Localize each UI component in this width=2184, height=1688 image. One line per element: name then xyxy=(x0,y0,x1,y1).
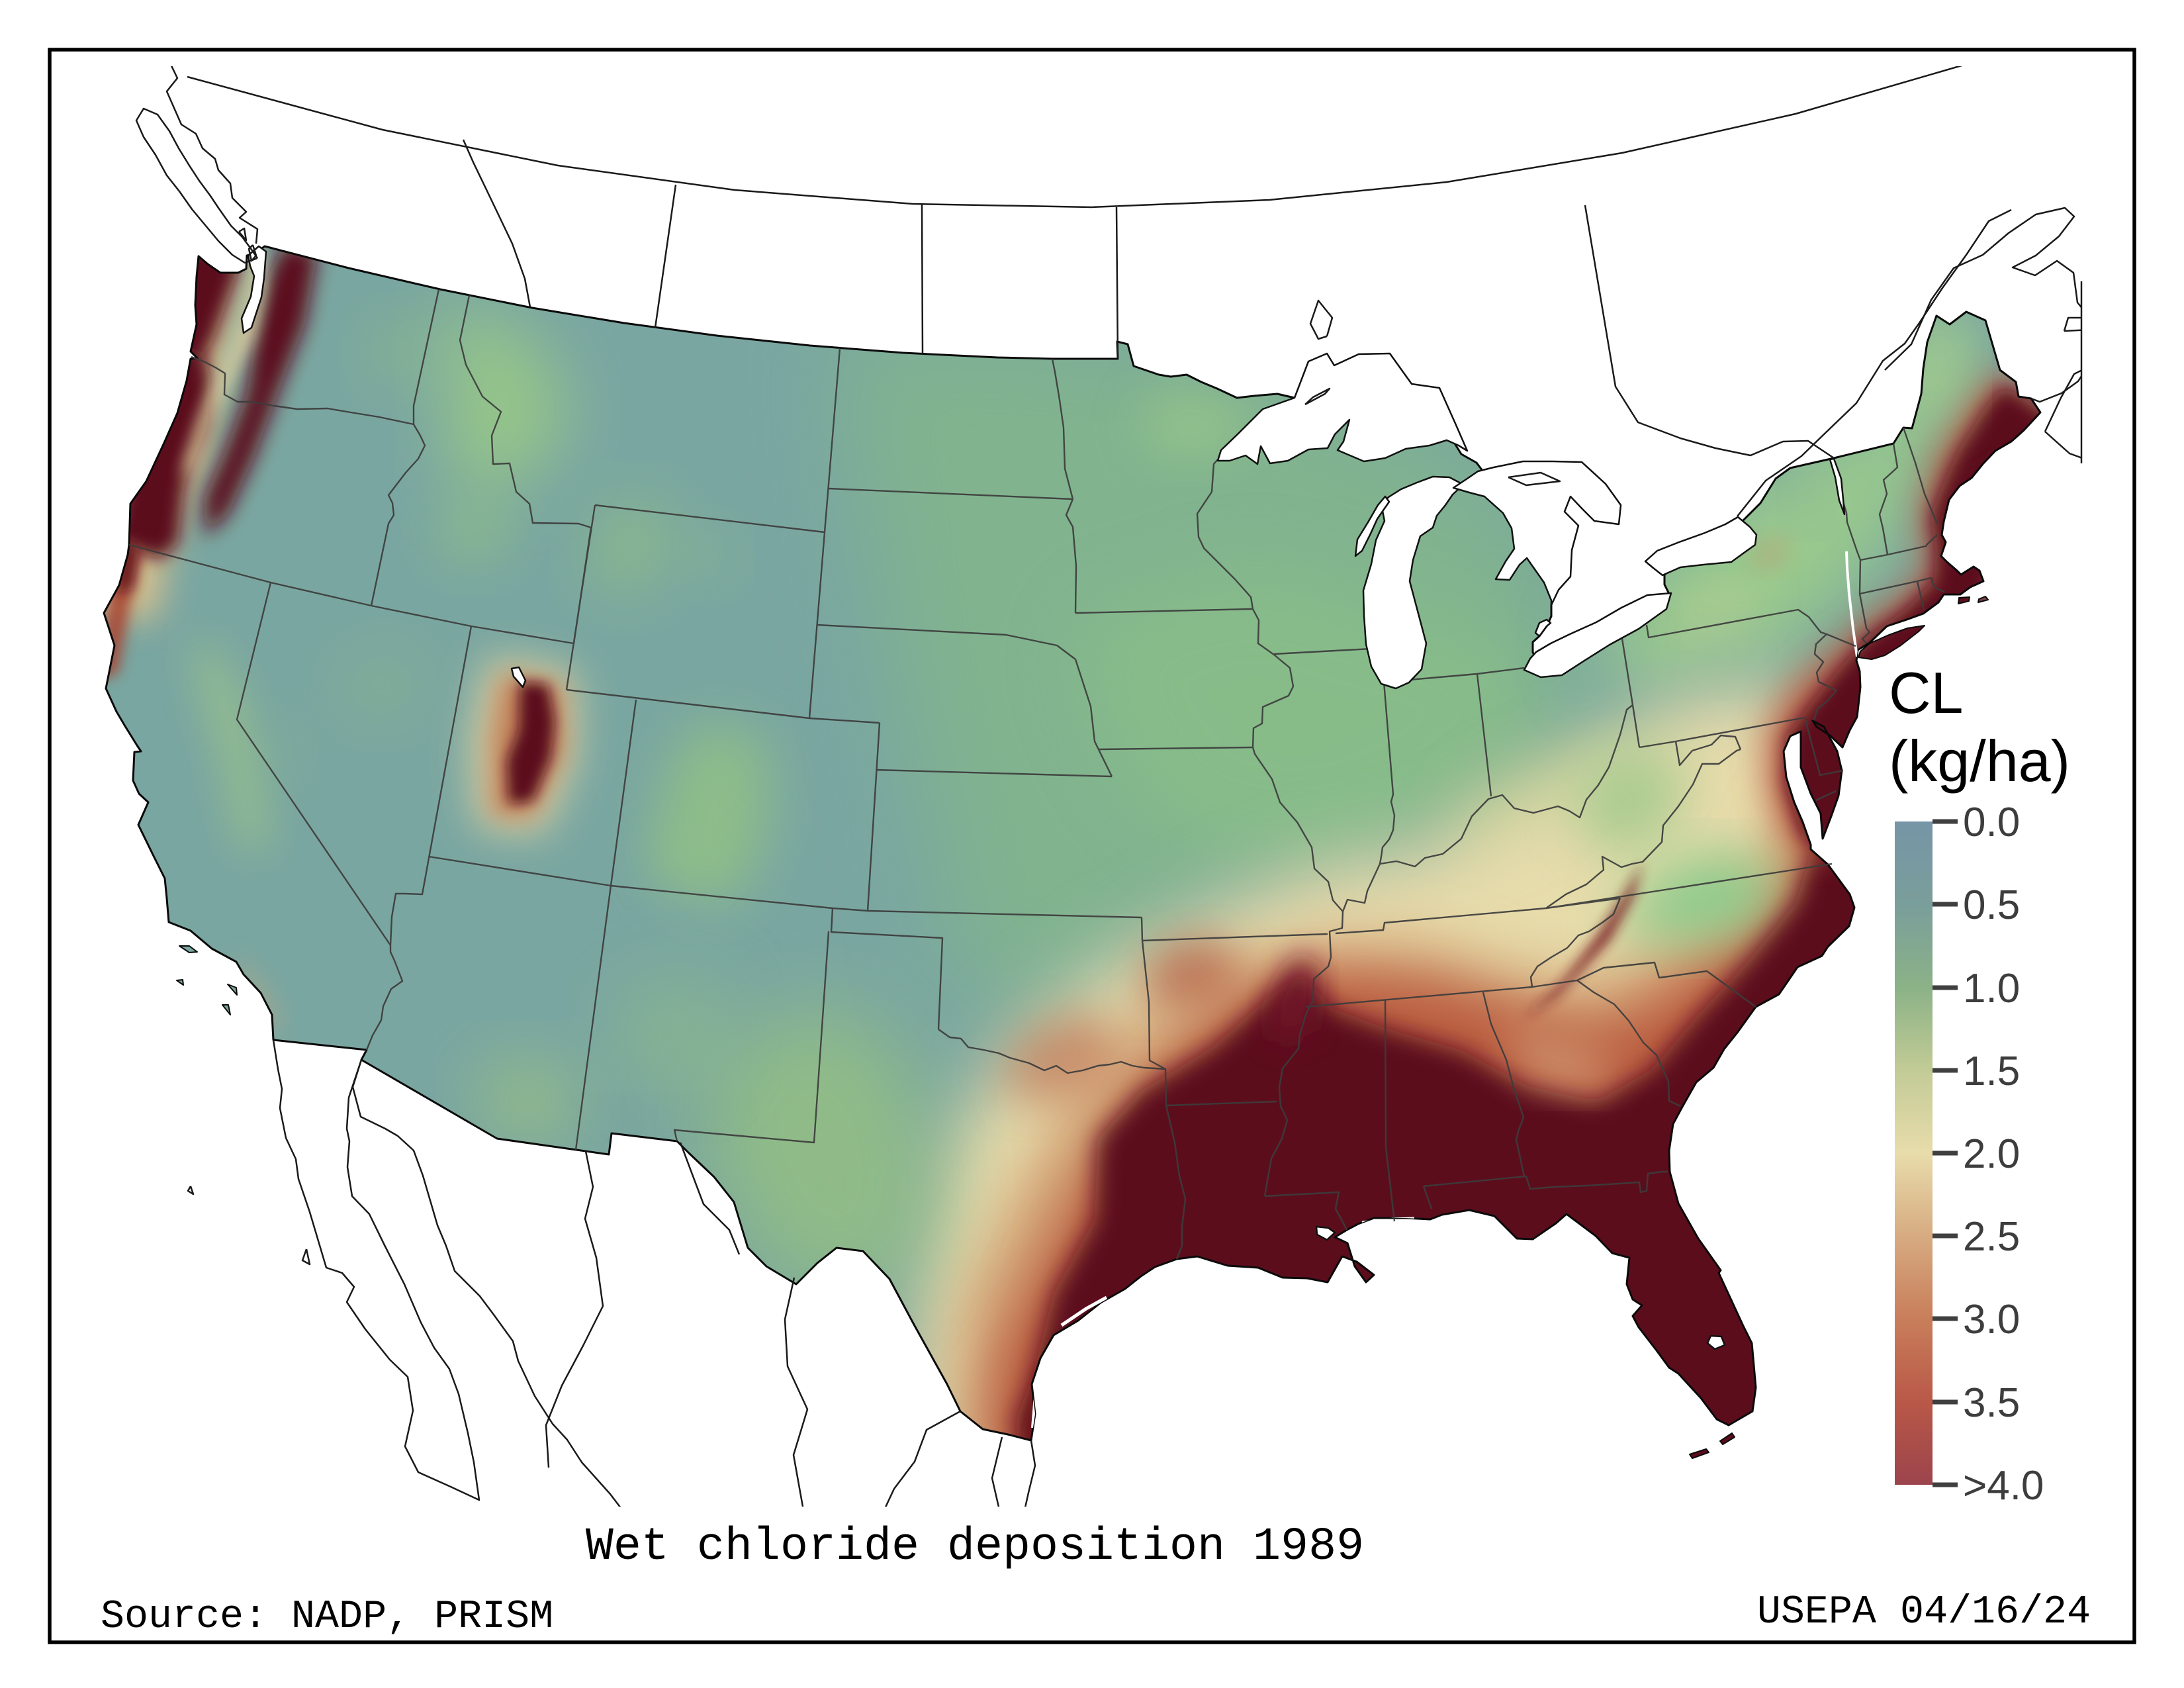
svg-text:>4.0: >4.0 xyxy=(1963,1463,2044,1509)
svg-text:0.5: 0.5 xyxy=(1963,882,2020,928)
svg-text:0.0: 0.0 xyxy=(1963,800,2020,845)
svg-text:USEPA 04/16/24: USEPA 04/16/24 xyxy=(1757,1590,2091,1635)
svg-text:1.5: 1.5 xyxy=(1963,1049,2020,1094)
svg-text:Source: NADP, PRISM: Source: NADP, PRISM xyxy=(101,1595,553,1640)
svg-text:2.5: 2.5 xyxy=(1963,1214,2020,1260)
svg-text:2.0: 2.0 xyxy=(1963,1131,2020,1177)
svg-text:Wet chloride deposition 1989: Wet chloride deposition 1989 xyxy=(586,1521,1364,1573)
svg-text:1.0: 1.0 xyxy=(1963,966,2020,1011)
svg-text:(kg/ha): (kg/ha) xyxy=(1889,728,2070,794)
svg-text:CL: CL xyxy=(1889,660,1964,726)
svg-text:3.5: 3.5 xyxy=(1963,1380,2020,1426)
svg-text:3.0: 3.0 xyxy=(1963,1297,2020,1342)
